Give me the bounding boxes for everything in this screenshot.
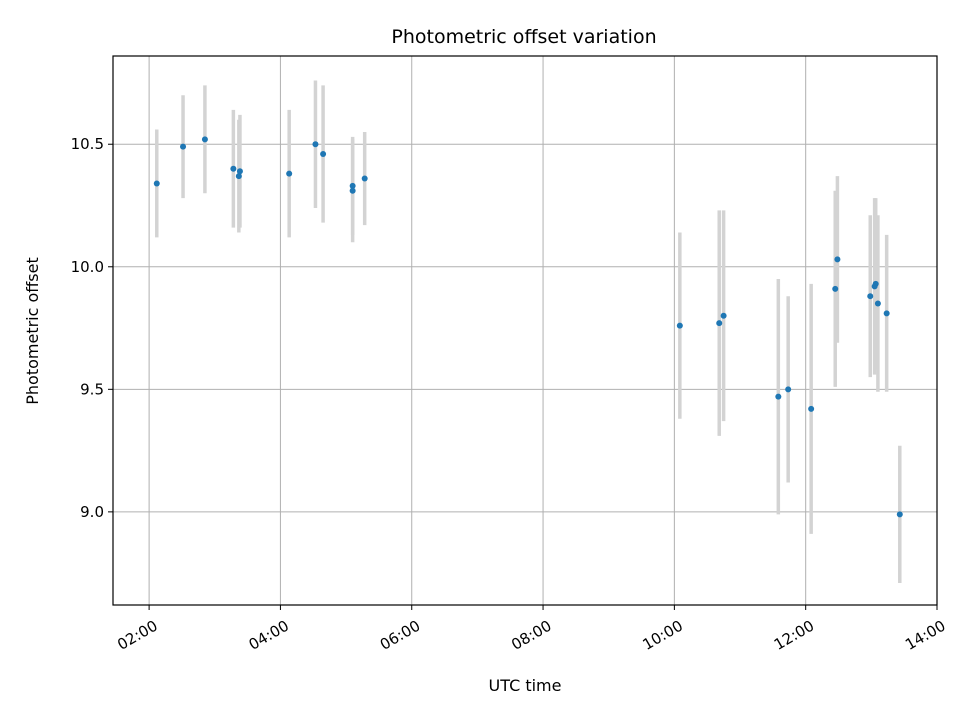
error-bars — [155, 80, 902, 583]
y-tick-label: 9.0 — [80, 503, 104, 521]
data-point — [874, 300, 881, 307]
x-axis-label: UTC time — [489, 676, 562, 695]
y-tick-label: 10.0 — [71, 258, 104, 276]
x-tick-label: 06:00 — [377, 617, 423, 654]
data-point — [720, 312, 727, 319]
y-axis-label: Photometric offset — [23, 257, 42, 405]
data-point — [361, 175, 368, 182]
y-axis-ticks: 9.0 9.5 10.0 10.5 — [71, 135, 113, 521]
data-point — [349, 187, 356, 194]
x-axis-ticks: 02:00 04:00 06:00 08:00 10:00 12:00 14:00 — [114, 605, 949, 654]
data-point — [180, 143, 187, 150]
x-tick-label: 08:00 — [508, 617, 554, 654]
data-point — [896, 511, 903, 518]
x-tick-label: 02:00 — [114, 617, 160, 654]
data-point — [808, 405, 815, 412]
data-point — [785, 386, 792, 393]
data-point — [236, 168, 243, 175]
y-tick-label: 10.5 — [71, 135, 104, 153]
grid — [113, 56, 938, 605]
data-point — [872, 280, 879, 287]
x-tick-label: 12:00 — [771, 617, 817, 654]
data-point — [716, 320, 723, 327]
data-point — [834, 256, 841, 263]
data-point — [349, 182, 356, 189]
x-tick-label: 10:00 — [640, 617, 686, 654]
data-point — [320, 151, 327, 158]
data-point — [775, 393, 782, 400]
data-point — [153, 180, 160, 187]
plot-frame — [112, 55, 938, 606]
data-point — [230, 165, 237, 172]
data-points — [153, 136, 903, 518]
x-tick-label: 14:00 — [902, 617, 948, 654]
y-tick-label: 9.5 — [80, 380, 104, 398]
data-point — [867, 293, 874, 300]
data-point — [235, 173, 242, 180]
data-point — [312, 141, 319, 148]
x-tick-label: 04:00 — [246, 617, 292, 654]
data-point — [286, 170, 293, 177]
data-point — [832, 285, 839, 292]
data-point — [676, 322, 683, 329]
data-point — [201, 136, 208, 143]
data-point — [883, 310, 890, 317]
chart-title: Photometric offset variation — [391, 26, 656, 48]
